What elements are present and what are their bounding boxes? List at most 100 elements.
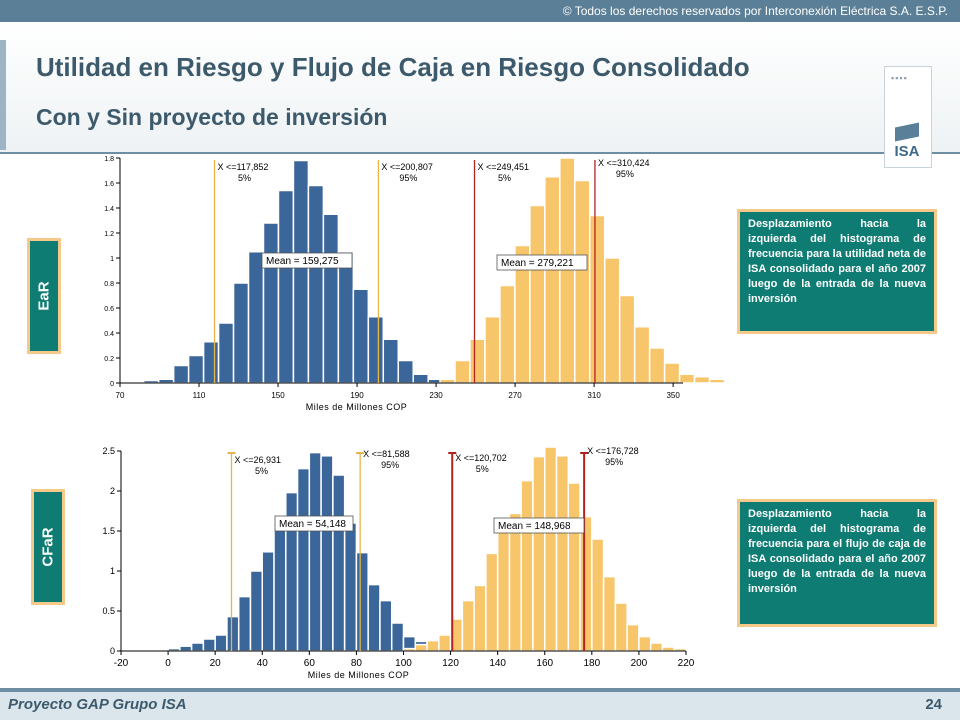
ear-bar-yellow xyxy=(544,176,561,384)
y-tick-label: 0 xyxy=(110,646,115,656)
cfar-bar-yellow xyxy=(508,512,522,652)
mean-label-box xyxy=(493,517,585,534)
x-tick-label: 270 xyxy=(508,391,522,400)
x-tick-label: 180 xyxy=(583,658,600,669)
x-tick-label: 350 xyxy=(666,391,680,400)
cfar-bar-yellow xyxy=(520,479,534,652)
ear-bar-blue xyxy=(352,288,370,384)
ear-bar-blue xyxy=(322,213,340,384)
y-tick-label: 0 xyxy=(110,381,114,388)
cfar-bar-yellow xyxy=(626,623,640,652)
y-tick-label: 0.4 xyxy=(104,331,114,338)
footer-project: Proyecto GAP Grupo ISA xyxy=(8,696,187,713)
ear-bar-yellow xyxy=(648,347,666,384)
slide-header: Utilidad en Riesgo y Flujo de Caja en Ri… xyxy=(0,22,960,168)
x-tick-label: 230 xyxy=(429,391,443,400)
ear-bar-yellow xyxy=(663,362,681,384)
cfar-bar-blue xyxy=(367,583,381,652)
slide-footer: Proyecto GAP Grupo ISA 24 xyxy=(0,688,960,720)
y-tick-label: 2 xyxy=(110,486,115,496)
cfar-bar-yellow xyxy=(485,552,499,652)
mean-label-box xyxy=(496,254,588,271)
x-tick-label: 80 xyxy=(351,658,363,669)
y-tick-label: 1.2 xyxy=(104,231,114,238)
ear-bar-yellow xyxy=(678,373,696,384)
x-tick-label: 70 xyxy=(116,391,125,400)
cfar-bar-yellow xyxy=(567,482,581,652)
x-tick-label: 140 xyxy=(489,658,506,669)
cfar-bar-yellow xyxy=(661,646,675,652)
percentile-label: X <=120,702 xyxy=(455,453,507,463)
x-tick-label: 190 xyxy=(350,391,364,400)
cfar-bar-blue xyxy=(190,642,205,652)
cfar-note: Desplazamiento hacia la izquierda del hi… xyxy=(737,499,937,627)
x-axis-label: Miles de Millones COP xyxy=(308,670,410,680)
cfar-bar-yellow xyxy=(614,602,628,652)
percentile-value: 5% xyxy=(238,173,251,183)
cfar-bar-yellow xyxy=(649,642,664,652)
cfar-bar-yellow xyxy=(461,599,475,652)
cfar-bar-blue xyxy=(332,474,346,652)
ear-bar-blue xyxy=(382,338,400,384)
ear-histogram-chart: 70 110 150 190 230 270 310 350 0 0.2 0.4 0.6 0.8 1 1.2… xyxy=(104,156,726,412)
ear-bar-yellow xyxy=(603,257,621,384)
cfar-bar-yellow xyxy=(426,639,440,652)
percentile-label: X <=117,852 xyxy=(218,162,269,172)
cfar-bar-blue xyxy=(202,638,216,652)
cfar-bar-blue xyxy=(237,595,252,652)
ear-bar-yellow xyxy=(618,294,636,384)
percentile-label: X <=176,728 xyxy=(587,446,639,456)
cfar-bar-yellow xyxy=(414,643,428,652)
logo-mark-icon xyxy=(895,122,919,142)
percentile-value: 5% xyxy=(255,466,268,476)
mean-label: Mean = 148,968 xyxy=(498,521,571,532)
cfar-bar-yellow xyxy=(638,635,652,652)
ear-bar-yellow xyxy=(439,378,456,384)
y-tick-label: 0.6 xyxy=(104,306,114,313)
cfar-bar-yellow xyxy=(438,634,452,652)
cfar-bar-blue xyxy=(390,622,405,652)
cfar-bar-yellow xyxy=(555,455,570,652)
cfar-bar-blue xyxy=(355,551,369,652)
x-tick-label: 220 xyxy=(678,658,695,669)
cfar-bar-yellow xyxy=(591,538,605,652)
ear-bar-yellow xyxy=(589,214,606,384)
isa-logo: ▪▪▪▪ ISA xyxy=(884,66,932,168)
ear-bar-yellow xyxy=(484,316,501,384)
y-tick-label: 1 xyxy=(110,256,114,263)
ear-bar-blue xyxy=(292,159,310,384)
ear-bar-blue xyxy=(337,251,355,384)
cfar-bar-yellow xyxy=(532,455,546,652)
cfar-bar-blue xyxy=(179,645,193,652)
ear-bar-blue xyxy=(412,373,429,384)
y-tick-label: 2.5 xyxy=(102,446,115,456)
cfar-bar-yellow xyxy=(579,515,593,652)
ear-bar-blue xyxy=(217,322,235,384)
percentile-value: 95% xyxy=(399,173,417,183)
y-tick-label: 1.5 xyxy=(102,526,115,536)
ear-bar-yellow xyxy=(559,157,576,384)
y-tick-label: 1.6 xyxy=(104,181,114,188)
ear-bar-yellow xyxy=(499,284,516,384)
y-tick-label: 0.5 xyxy=(102,606,115,616)
percentile-value: 95% xyxy=(605,457,623,467)
ear-bar-blue xyxy=(172,364,190,384)
logo-dots-icon: ▪▪▪▪ xyxy=(891,73,908,83)
cfar-bar-yellow xyxy=(496,526,511,652)
ear-bar-yellow xyxy=(633,326,651,384)
header-accent xyxy=(0,40,6,150)
cfar-label-box: CFaR xyxy=(31,489,65,605)
ear-bar-yellow xyxy=(529,204,546,384)
ear-bar-yellow xyxy=(708,378,726,384)
mean-label-box xyxy=(274,515,354,532)
percentile-label: X <=26,931 xyxy=(234,455,281,465)
percentile-label: X <=81,588 xyxy=(363,449,410,459)
x-tick-label: 110 xyxy=(193,391,206,400)
cfar-bar-blue xyxy=(296,467,311,652)
ear-bar-blue xyxy=(202,341,220,384)
percentile-label: X <=200,807 xyxy=(381,162,433,172)
x-tick-label: 160 xyxy=(536,658,553,669)
x-tick-label: 120 xyxy=(442,658,459,669)
x-tick-label: 310 xyxy=(587,391,601,400)
y-tick-label: 1 xyxy=(110,566,115,576)
